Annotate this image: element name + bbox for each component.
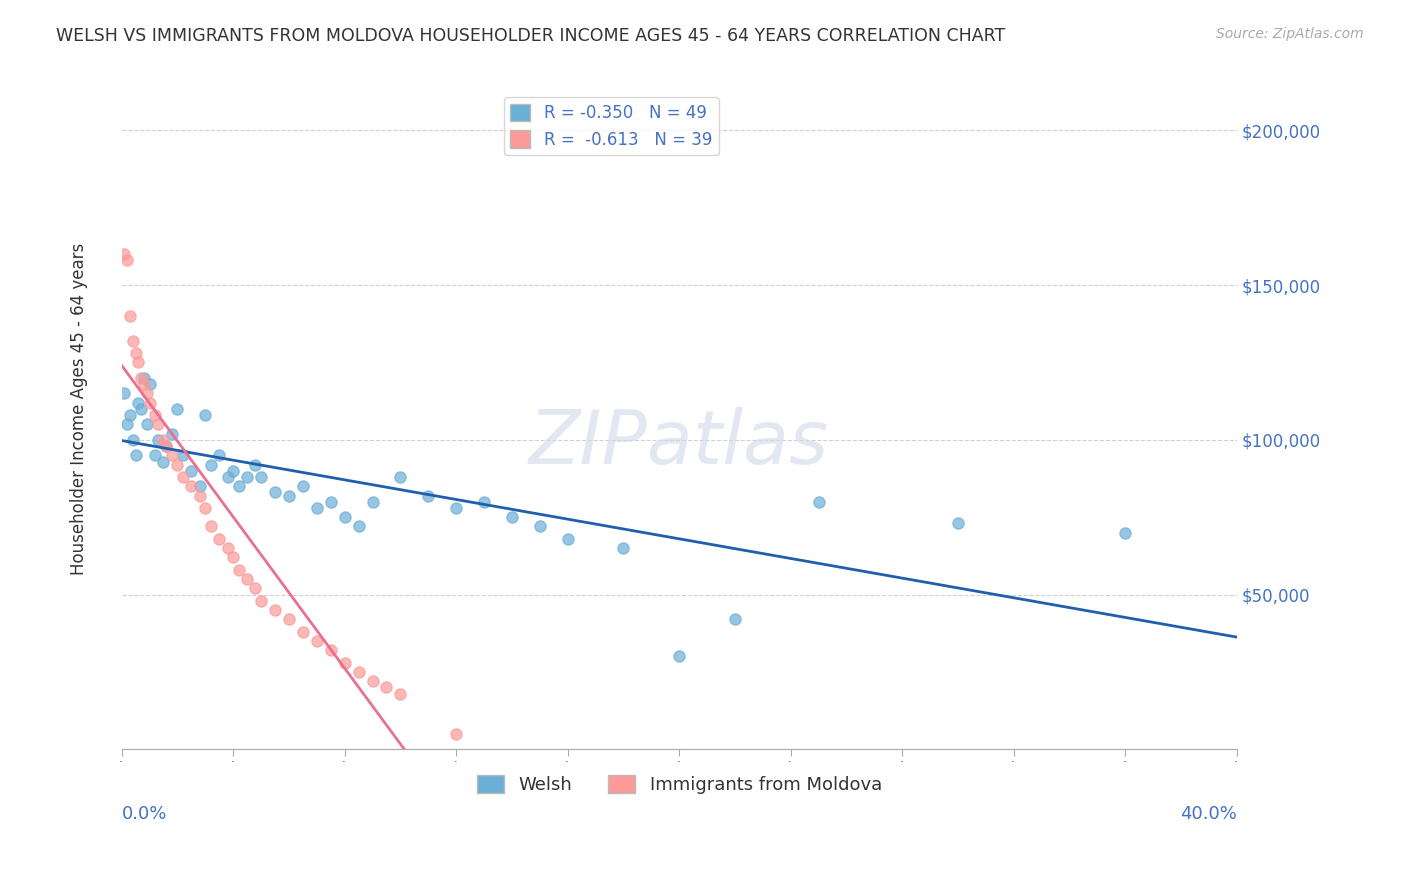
Point bbox=[152, 454, 174, 468]
Point bbox=[264, 485, 287, 500]
Point bbox=[305, 500, 328, 515]
Point bbox=[121, 334, 143, 348]
Text: 40.0%: 40.0% bbox=[1180, 805, 1237, 823]
Point bbox=[129, 401, 152, 416]
Point bbox=[155, 439, 177, 453]
Point bbox=[724, 612, 747, 626]
Point bbox=[160, 426, 183, 441]
Point bbox=[143, 408, 166, 422]
Point bbox=[146, 433, 169, 447]
Point bbox=[319, 643, 342, 657]
Point bbox=[152, 433, 174, 447]
Point bbox=[166, 401, 188, 416]
Point bbox=[138, 395, 160, 409]
Point bbox=[115, 253, 138, 268]
Point bbox=[245, 458, 267, 472]
Text: Householder Income Ages 45 - 64 years: Householder Income Ages 45 - 64 years bbox=[70, 243, 89, 575]
Point bbox=[172, 448, 194, 462]
Point bbox=[418, 489, 440, 503]
Point bbox=[444, 727, 467, 741]
Point bbox=[305, 634, 328, 648]
Point bbox=[333, 510, 356, 524]
Point bbox=[118, 408, 141, 422]
Point bbox=[236, 470, 259, 484]
Point bbox=[166, 458, 188, 472]
Point bbox=[222, 550, 245, 565]
Point bbox=[375, 681, 398, 695]
Text: 0.0%: 0.0% bbox=[122, 805, 167, 823]
Point bbox=[135, 386, 157, 401]
Point bbox=[250, 593, 273, 607]
Point bbox=[143, 448, 166, 462]
Point bbox=[389, 470, 412, 484]
Point bbox=[264, 603, 287, 617]
Point bbox=[114, 386, 136, 401]
Point bbox=[245, 582, 267, 596]
Point bbox=[277, 612, 299, 626]
Point bbox=[127, 395, 149, 409]
Point bbox=[188, 489, 211, 503]
Point bbox=[194, 408, 217, 422]
Point bbox=[114, 247, 136, 261]
Point bbox=[124, 346, 146, 360]
Point bbox=[472, 494, 495, 508]
Point bbox=[291, 479, 314, 493]
Text: WELSH VS IMMIGRANTS FROM MOLDOVA HOUSEHOLDER INCOME AGES 45 - 64 YEARS CORRELATI: WELSH VS IMMIGRANTS FROM MOLDOVA HOUSEHO… bbox=[56, 27, 1005, 45]
Point bbox=[291, 624, 314, 639]
Point bbox=[228, 563, 250, 577]
Point bbox=[250, 470, 273, 484]
Point bbox=[557, 532, 579, 546]
Point bbox=[361, 494, 384, 508]
Point bbox=[529, 519, 551, 533]
Point bbox=[135, 417, 157, 432]
Point bbox=[115, 417, 138, 432]
Point bbox=[124, 448, 146, 462]
Point bbox=[347, 519, 370, 533]
Point bbox=[129, 371, 152, 385]
Point bbox=[180, 464, 202, 478]
Point bbox=[194, 500, 217, 515]
Point bbox=[208, 532, 231, 546]
Text: Source: ZipAtlas.com: Source: ZipAtlas.com bbox=[1216, 27, 1364, 41]
Point bbox=[222, 464, 245, 478]
Text: ZIPatlas: ZIPatlas bbox=[529, 407, 830, 479]
Point bbox=[217, 470, 239, 484]
Point bbox=[138, 377, 160, 392]
Point bbox=[146, 417, 169, 432]
Point bbox=[668, 649, 690, 664]
Point bbox=[946, 516, 969, 531]
Point bbox=[121, 433, 143, 447]
Point bbox=[444, 500, 467, 515]
Point bbox=[333, 656, 356, 670]
Point bbox=[200, 458, 222, 472]
Point bbox=[188, 479, 211, 493]
Point bbox=[160, 448, 183, 462]
Point bbox=[501, 510, 523, 524]
Point bbox=[155, 439, 177, 453]
Point bbox=[217, 541, 239, 556]
Point bbox=[612, 541, 634, 556]
Point bbox=[389, 687, 412, 701]
Point bbox=[208, 448, 231, 462]
Point bbox=[228, 479, 250, 493]
Point bbox=[118, 309, 141, 323]
Point bbox=[277, 489, 299, 503]
Point bbox=[127, 355, 149, 369]
Point bbox=[347, 665, 370, 679]
Point bbox=[236, 572, 259, 586]
Point bbox=[132, 371, 155, 385]
Point bbox=[319, 494, 342, 508]
Point bbox=[200, 519, 222, 533]
Point bbox=[180, 479, 202, 493]
Point bbox=[1114, 525, 1136, 540]
Point bbox=[807, 494, 830, 508]
Point bbox=[172, 470, 194, 484]
Legend: Welsh, Immigrants from Moldova: Welsh, Immigrants from Moldova bbox=[470, 768, 889, 802]
Point bbox=[132, 377, 155, 392]
Point bbox=[361, 674, 384, 689]
